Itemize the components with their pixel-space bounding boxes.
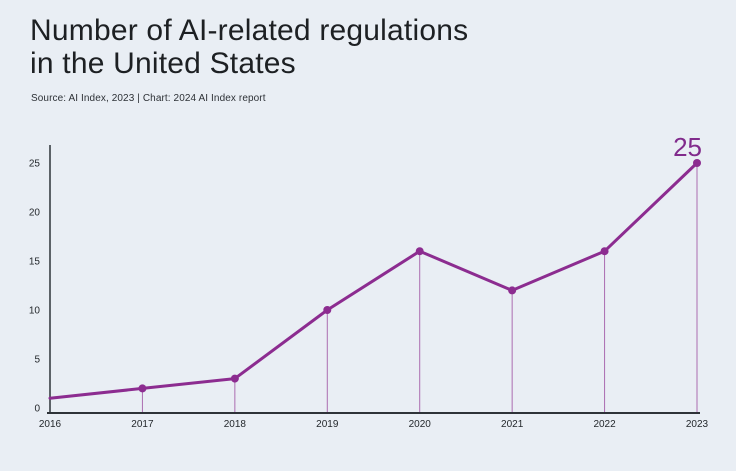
chart-source-caption: Source: AI Index, 2023 | Chart: 2024 AI … (31, 93, 266, 104)
x-tick-label: 2016 (39, 419, 62, 430)
data-line (48, 161, 699, 400)
y-tick-label: 15 (29, 257, 41, 268)
x-tick-label: 2017 (131, 419, 154, 430)
data-point (415, 247, 424, 256)
x-tick-label: 2018 (224, 419, 247, 430)
data-point (508, 286, 517, 295)
x-tick-label: 2019 (316, 419, 339, 430)
x-tick-label: 2020 (409, 419, 432, 430)
x-tick-label: 2021 (501, 419, 524, 430)
data-point (600, 247, 609, 256)
data-point (138, 384, 147, 393)
y-tick-label: 25 (29, 159, 41, 170)
x-tick-label: 2023 (686, 419, 709, 430)
chart-title: Number of AI-related regulations in the … (30, 14, 468, 80)
data-point (323, 306, 332, 314)
y-tick-label: 10 (29, 306, 41, 317)
data-point (693, 159, 701, 167)
y-tick-label: 20 (29, 208, 41, 219)
y-tick-label: 0 (34, 404, 40, 415)
x-tick-label: 2022 (593, 419, 616, 430)
data-point (230, 374, 239, 383)
chart-title-line1: Number of AI-related regulations (30, 14, 469, 47)
y-tick-label: 5 (34, 355, 40, 366)
value-annotation: 25 (673, 132, 702, 162)
chart-title-line2: in the United States (30, 47, 296, 80)
